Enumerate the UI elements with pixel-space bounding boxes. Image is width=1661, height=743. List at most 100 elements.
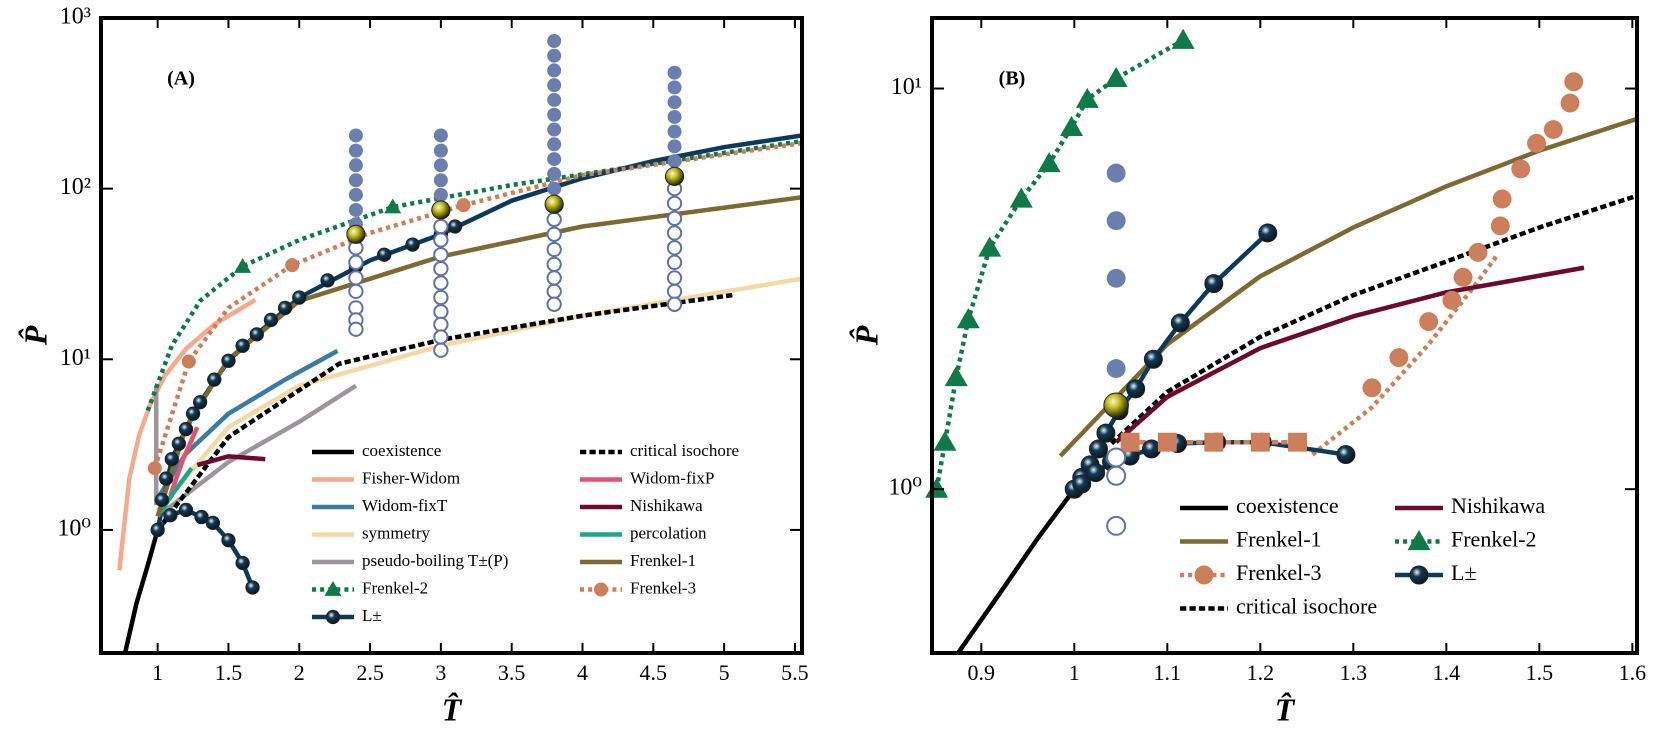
triangle-marker — [1104, 66, 1128, 88]
triangle-marker — [944, 366, 968, 387]
legend-label: pseudo-boiling T±(P) — [362, 551, 508, 570]
circle-marker — [1106, 359, 1126, 379]
open-circle-marker — [433, 342, 449, 358]
panel-label: (B) — [999, 68, 1026, 90]
circle-marker — [1106, 163, 1126, 183]
open-circle-marker — [433, 329, 449, 345]
circle-marker — [1389, 348, 1409, 368]
triangle-marker — [925, 477, 949, 498]
series-line — [122, 529, 160, 653]
sphere-marker — [1072, 474, 1092, 494]
open-circle-marker — [546, 211, 562, 228]
circle-marker — [547, 48, 562, 63]
circle-marker — [348, 187, 363, 202]
sphere-marker — [178, 421, 194, 437]
open-circle-marker — [546, 241, 562, 258]
x-tick-label: 1.1 — [1154, 660, 1182, 685]
circle-marker — [594, 582, 608, 597]
series-line — [196, 454, 266, 468]
sphere-marker — [277, 300, 293, 316]
sphere-marker — [263, 312, 279, 328]
legend-label: Frenkel-2 — [1451, 527, 1537, 552]
circle-marker — [1492, 189, 1512, 209]
plot-frame — [99, 16, 804, 655]
panel-label: (A) — [167, 68, 195, 90]
x-tick-label: 1 — [1069, 660, 1080, 685]
series-line — [152, 140, 802, 469]
series-line — [1109, 193, 1637, 446]
sphere-marker — [185, 406, 201, 421]
sphere-marker — [207, 372, 222, 387]
circle-marker — [1543, 120, 1563, 140]
circle-marker — [547, 166, 562, 181]
circle-marker — [667, 95, 682, 110]
sphere-marker — [1409, 565, 1429, 585]
series-line — [157, 348, 339, 498]
y-tick-label: 10¹ — [60, 345, 91, 371]
circle-marker — [667, 139, 682, 154]
sphere-marker — [1096, 423, 1116, 443]
circle-marker — [667, 80, 682, 95]
open-circle-marker — [433, 218, 449, 235]
legend-label: coexistence — [1236, 493, 1339, 518]
open-circle-marker — [433, 232, 449, 248]
open-circle-marker — [666, 254, 683, 270]
legend-label: Fisher-Widom — [362, 468, 460, 487]
square-marker — [1157, 432, 1177, 452]
series-line — [153, 383, 358, 519]
circle-marker — [547, 122, 562, 137]
sphere-marker — [1089, 439, 1108, 459]
series-line — [1114, 265, 1585, 444]
open-circle-marker — [666, 240, 683, 256]
legend-label: critical isochore — [630, 441, 739, 460]
y-axis-label: P̂ — [17, 325, 53, 346]
square-marker — [1250, 432, 1270, 452]
open-circle-marker — [666, 270, 683, 286]
sphere-marker — [235, 555, 250, 571]
circle-marker — [433, 173, 448, 188]
y-tick-label: 10² — [60, 174, 91, 200]
series-line — [117, 297, 257, 571]
sphere-marker — [163, 508, 178, 523]
circle-marker — [433, 128, 448, 143]
circle-marker — [667, 65, 682, 80]
open-circle-marker — [348, 254, 364, 270]
circle-marker — [1419, 312, 1439, 332]
sphere-marker — [1143, 349, 1163, 369]
sphere-marker — [1258, 223, 1278, 243]
circle-marker — [433, 187, 448, 202]
x-axis-label: T̂ — [442, 691, 463, 727]
sphere-marker — [1204, 274, 1224, 294]
y-tick-label: 10¹ — [891, 74, 922, 100]
open-circle-marker — [666, 283, 683, 300]
legend-label: Frenkel-1 — [630, 551, 696, 570]
circle-marker — [547, 34, 562, 49]
legend-label: Frenkel-3 — [630, 578, 696, 597]
open-circle-marker — [433, 289, 449, 306]
circle-marker — [1442, 290, 1462, 310]
circle-marker — [1511, 159, 1531, 179]
open-circle-marker — [546, 226, 562, 242]
triangle-marker — [1407, 530, 1431, 551]
open-circle-marker — [546, 283, 562, 300]
open-circle-marker — [348, 283, 364, 300]
triangle-marker — [1009, 187, 1033, 208]
circle-marker — [1527, 133, 1547, 153]
legend-label: critical isochore — [1236, 594, 1377, 619]
circle-marker — [1106, 268, 1126, 288]
circle-marker — [547, 181, 562, 196]
y-tick-label: 10⁰ — [888, 475, 922, 501]
triangle-marker — [1075, 87, 1099, 108]
triangle-marker — [1060, 115, 1083, 136]
legend-label: Nishikawa — [1451, 493, 1545, 518]
sphere-marker — [1126, 379, 1146, 399]
x-tick-label: 5 — [719, 660, 730, 685]
sphere-marker — [320, 273, 335, 288]
x-tick-label: 1.3 — [1340, 660, 1368, 685]
circle-marker — [348, 143, 363, 158]
sphere-marker — [221, 353, 236, 368]
triangle-marker — [1171, 28, 1195, 49]
sphere-marker — [154, 492, 170, 508]
legend-label: Widom-fixP — [630, 468, 714, 487]
